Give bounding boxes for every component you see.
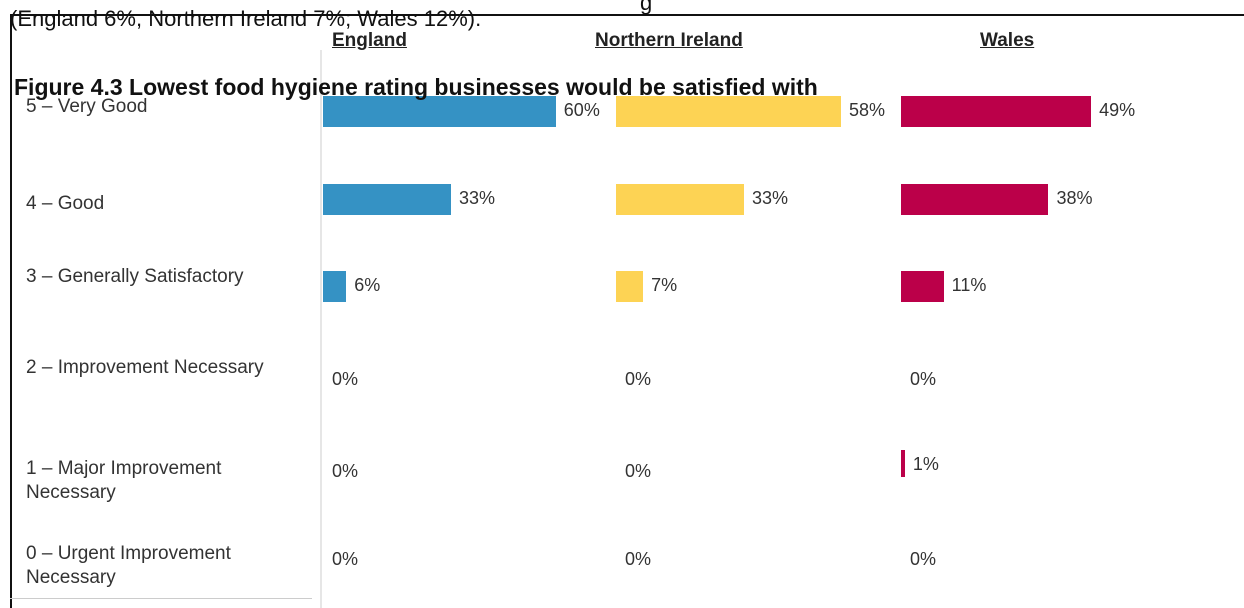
bar-england <box>323 271 347 302</box>
intro-text-tail: g <box>640 0 653 15</box>
series-header-northern-ireland: Northern Ireland <box>595 30 743 51</box>
bar-england <box>323 184 452 215</box>
data-label-northern-ireland: 58% <box>849 100 886 120</box>
frame-left-border <box>10 14 12 608</box>
data-label-wales: 0% <box>910 369 937 389</box>
category-label: 3 – Generally Satisfactory <box>26 266 244 287</box>
bar-wales <box>901 271 944 302</box>
bar-northern-ireland <box>616 271 644 302</box>
category-label: 2 – Improvement Necessary <box>26 357 264 378</box>
data-label-england: 0% <box>332 369 359 389</box>
data-label-wales: 1% <box>912 454 939 474</box>
bar-wales <box>901 450 905 477</box>
data-label-england: 6% <box>354 275 381 295</box>
frame-top-border <box>10 14 1244 16</box>
data-label-wales: 0% <box>910 549 937 569</box>
category-label: 5 – Very Good <box>26 96 148 117</box>
data-label-northern-ireland: 0% <box>625 461 652 481</box>
data-label-northern-ireland: 7% <box>651 275 678 295</box>
data-label-northern-ireland: 0% <box>625 549 652 569</box>
data-label-england: 0% <box>332 461 359 481</box>
frame-bottom-divider <box>10 598 312 599</box>
data-label-northern-ireland: 0% <box>625 369 652 389</box>
intro-text: (England 6%, Northern Ireland 7%; Wales … <box>10 6 482 31</box>
data-label-wales: 11% <box>951 275 987 295</box>
data-label-england: 0% <box>332 549 359 569</box>
figure-title: Figure 4.3 Lowest food hygiene rating bu… <box>14 74 818 100</box>
category-axis-line <box>320 50 322 608</box>
bar-england <box>323 96 556 127</box>
bar-northern-ireland <box>616 184 745 215</box>
data-label-england: 33% <box>459 188 496 208</box>
data-label-northern-ireland: 33% <box>752 188 789 208</box>
category-label: 4 – Good <box>26 193 105 214</box>
bar-northern-ireland <box>616 96 842 127</box>
category-label: 0 – Urgent Improvement Necessary <box>26 543 231 588</box>
series-header-england: England <box>332 30 407 51</box>
data-label-wales: 38% <box>1056 188 1093 208</box>
bar-wales <box>901 184 1049 215</box>
bar-wales <box>901 96 1092 127</box>
series-header-wales: Wales <box>980 30 1035 51</box>
category-label: 1 – Major Improvement Necessary <box>26 458 222 503</box>
data-label-england: 60% <box>563 100 600 120</box>
data-label-wales: 49% <box>1099 100 1136 120</box>
